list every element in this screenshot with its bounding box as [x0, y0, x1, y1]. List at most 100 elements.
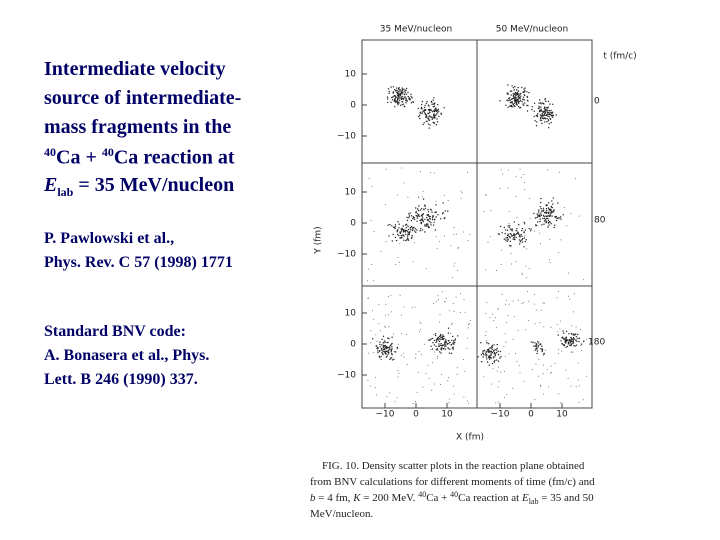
density-dot: [500, 356, 502, 358]
density-dot: [544, 112, 547, 114]
density-dot: [522, 238, 524, 240]
density-dot: [538, 358, 540, 360]
density-dot: [406, 333, 407, 335]
density-dot: [535, 309, 537, 311]
density-dot: [396, 346, 398, 349]
density-dot: [513, 234, 516, 236]
density-dot: [427, 220, 429, 222]
density-dot: [378, 355, 380, 357]
density-dot: [549, 221, 551, 223]
density-dot: [550, 109, 552, 112]
density-dot: [550, 371, 552, 373]
density-dot: [433, 344, 435, 346]
density-dot: [450, 352, 453, 355]
title-line: 40Ca + 40Ca reaction at: [44, 145, 235, 170]
mass-number: 40: [450, 490, 458, 499]
density-dot: [523, 90, 525, 93]
density-dot: [408, 215, 411, 217]
density-dot: [500, 225, 502, 228]
density-dot: [468, 402, 470, 404]
density-dot: [550, 205, 552, 208]
density-dot: [489, 356, 491, 359]
density-dot: [514, 86, 516, 88]
density-dot: [391, 336, 393, 338]
density-dot: [507, 225, 509, 227]
density-dot: [512, 300, 514, 302]
density-dot: [460, 293, 461, 295]
density-dot: [407, 228, 410, 231]
density-dot: [391, 240, 393, 242]
density-dot: [556, 217, 559, 220]
density-dot: [456, 373, 458, 375]
density-dot: [513, 236, 516, 238]
density-dot: [534, 303, 535, 305]
density-dot: [427, 211, 430, 213]
density-dot: [437, 349, 439, 351]
density-dot: [520, 95, 522, 97]
density-dot: [541, 113, 543, 115]
density-dot: [574, 345, 576, 347]
density-dot: [481, 352, 484, 354]
density-dot: [381, 359, 383, 360]
density-dot: [563, 332, 565, 334]
density-dot: [523, 99, 525, 101]
density-dot: [422, 219, 424, 222]
density-dot: [406, 100, 409, 102]
density-dot: [538, 105, 540, 108]
density-dot: [547, 100, 550, 103]
density-dot: [525, 329, 527, 331]
density-dot: [508, 353, 510, 355]
density-dot: [417, 107, 419, 110]
time-value: 0: [594, 97, 600, 107]
density-dot: [383, 344, 385, 347]
density-dot: [539, 99, 541, 101]
density-dot: [370, 342, 372, 344]
density-dot: [520, 239, 522, 242]
density-dot: [380, 348, 383, 350]
density-dot: [423, 110, 425, 113]
density-dot: [444, 345, 446, 347]
density-dot: [391, 354, 393, 356]
density-dot: [401, 96, 403, 98]
density-dot: [448, 377, 449, 379]
density-dot: [453, 303, 454, 305]
density-dot: [562, 337, 564, 340]
density-dot: [424, 231, 426, 233]
density-dot: [453, 265, 455, 267]
density-dot: [541, 210, 543, 212]
density-dot: [523, 246, 525, 248]
density-dot: [389, 223, 391, 226]
density-dot: [424, 207, 426, 210]
density-dot: [568, 272, 569, 274]
density-dot: [544, 117, 546, 119]
density-dot: [528, 92, 530, 94]
caption-line: b = 4 fm, K = 200 MeV. 40Ca + 40Ca react…: [310, 490, 594, 506]
density-dot: [501, 293, 503, 295]
density-dot: [511, 90, 513, 92]
density-dot: [544, 99, 546, 101]
density-dot: [508, 97, 510, 100]
density-dot: [396, 230, 398, 232]
density-dot: [515, 229, 518, 232]
density-dot: [462, 359, 464, 360]
density-dot: [523, 380, 525, 382]
density-dot: [563, 338, 565, 341]
density-dot: [496, 343, 498, 346]
density-dot: [416, 391, 418, 393]
density-dot: [440, 333, 442, 336]
density-dot: [510, 94, 512, 96]
density-dot: [391, 346, 393, 348]
density-dot: [412, 261, 414, 263]
density-dot: [418, 205, 420, 207]
density-dot: [550, 223, 552, 225]
density-dot: [419, 209, 422, 211]
density-dot: [387, 296, 389, 298]
density-dot: [405, 233, 407, 235]
density-dot: [410, 237, 413, 239]
density-dot: [398, 235, 400, 237]
density-dot: [387, 337, 389, 339]
density-dot: [571, 342, 573, 344]
density-dot: [385, 303, 387, 305]
density-dot: [402, 352, 404, 354]
density-dot: [433, 113, 435, 115]
